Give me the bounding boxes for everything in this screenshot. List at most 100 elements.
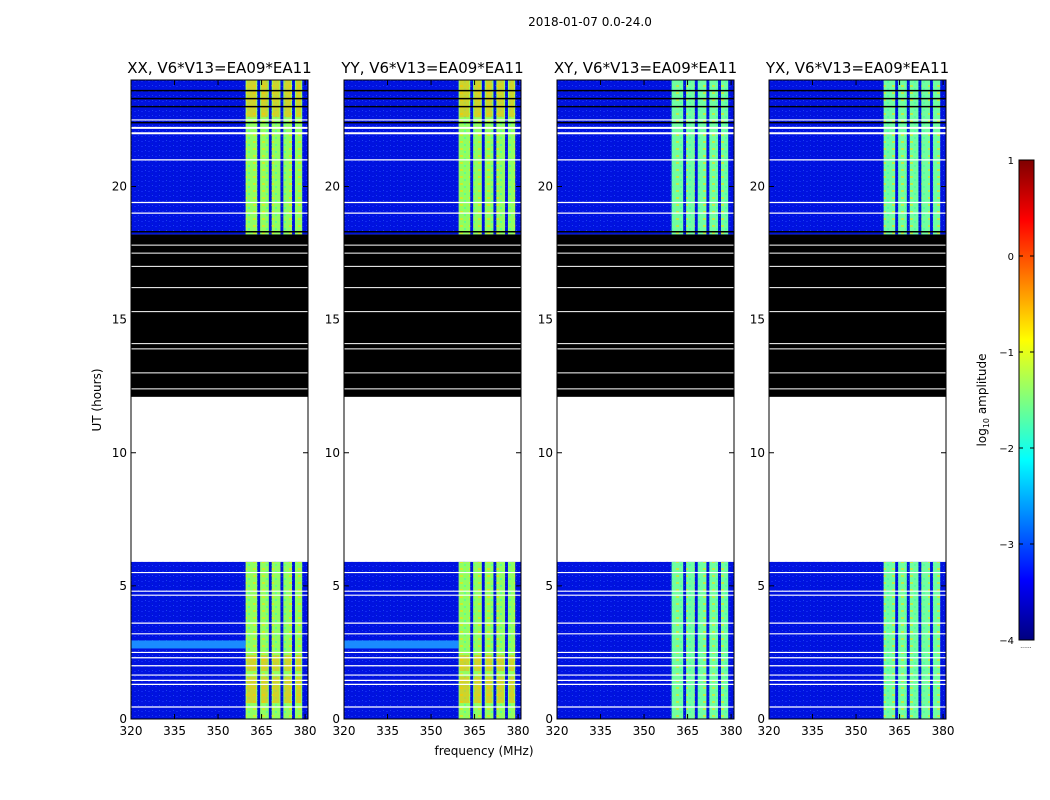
y-tick-label: 5 bbox=[757, 579, 765, 593]
x-tick-label: 380 bbox=[294, 724, 317, 738]
bright-subband-texture bbox=[932, 561, 941, 719]
y-tick-label: 20 bbox=[325, 180, 340, 194]
y-tick-label: 15 bbox=[325, 313, 340, 327]
bright-subband-texture bbox=[909, 561, 919, 719]
x-tick-label: 380 bbox=[507, 724, 530, 738]
y-tick-label: 20 bbox=[538, 180, 553, 194]
bright-subband-texture bbox=[507, 80, 516, 235]
data-block-noise bbox=[557, 80, 734, 235]
x-tick-label: 320 bbox=[120, 724, 143, 738]
colorbar-tick-label: −4 bbox=[999, 636, 1014, 647]
y-tick-label: 5 bbox=[119, 579, 127, 593]
figure-title: 2018-01-07 0.0-24.0 bbox=[528, 15, 652, 29]
panel-frame bbox=[556, 79, 735, 720]
bright-subband-texture bbox=[283, 561, 293, 719]
y-tick-label: 20 bbox=[112, 180, 127, 194]
bright-subband-texture bbox=[697, 80, 707, 235]
panel-title: XX, V6*V13=EA09*EA11 bbox=[127, 59, 311, 77]
bright-subband-texture bbox=[709, 80, 719, 235]
bright-subband-texture bbox=[883, 561, 896, 719]
bright-subband-texture bbox=[921, 561, 931, 719]
hot-patch bbox=[246, 655, 257, 672]
bright-subband-texture bbox=[909, 80, 919, 235]
hot-patch bbox=[485, 655, 493, 672]
colorbar-tick-label: 1 bbox=[1008, 156, 1014, 167]
hot-patch bbox=[261, 655, 268, 672]
panel-yy: YY, V6*V13=EA09*EA11 320 335 350 365 380 0 5 10 1… bbox=[325, 59, 530, 738]
panel-title: YX, V6*V13=EA09*EA11 bbox=[765, 59, 949, 77]
hot-patch bbox=[459, 676, 470, 704]
y-axis-label: UT (hours) bbox=[90, 368, 104, 431]
y-tick-label: 0 bbox=[757, 712, 765, 726]
hot-patch bbox=[485, 676, 493, 704]
y-tick-label: 10 bbox=[538, 446, 553, 460]
y-tick-label: 20 bbox=[750, 180, 765, 194]
colorbar-label-sub: 10 bbox=[982, 418, 991, 428]
rfi-band bbox=[344, 640, 459, 649]
x-tick-label: 380 bbox=[932, 724, 955, 738]
flagged-region bbox=[344, 234, 521, 397]
bright-subband-texture bbox=[898, 561, 907, 719]
hot-patch bbox=[474, 676, 481, 704]
bright-subband-texture bbox=[473, 561, 482, 719]
flagged-region bbox=[769, 234, 946, 397]
panel-xy: XY, V6*V13=EA09*EA11 320 335 350 365 380 0 5 10 1… bbox=[538, 59, 743, 738]
bright-subband-texture bbox=[671, 561, 684, 719]
y-tick-label: 15 bbox=[750, 313, 765, 327]
hot-patch bbox=[497, 655, 505, 672]
bright-subband-texture bbox=[686, 80, 695, 235]
bright-subband-texture bbox=[720, 80, 729, 235]
hot-patch bbox=[508, 655, 515, 672]
bright-subband-texture bbox=[245, 561, 258, 719]
bright-subband-texture bbox=[720, 561, 729, 719]
colorbar-gradient bbox=[1018, 159, 1035, 641]
hot-patch bbox=[474, 655, 481, 672]
x-tick-label: 335 bbox=[163, 724, 186, 738]
y-tick-label: 10 bbox=[325, 446, 340, 460]
y-tick-label: 5 bbox=[545, 579, 553, 593]
y-tick-label: 0 bbox=[545, 712, 553, 726]
panel-frame bbox=[343, 79, 522, 720]
x-tick-label: 350 bbox=[633, 724, 656, 738]
bright-subband-texture bbox=[458, 80, 471, 235]
colorbar: 10−1−2−3−4 log10 amplitude ...... bbox=[975, 156, 1035, 650]
colorbar-tick-label: −3 bbox=[999, 540, 1014, 551]
bright-subband-texture bbox=[283, 80, 293, 235]
x-tick-label: 335 bbox=[589, 724, 612, 738]
bright-subband-texture bbox=[458, 561, 471, 719]
rfi-band bbox=[131, 640, 246, 649]
x-tick-label: 365 bbox=[250, 724, 273, 738]
hot-patch bbox=[272, 655, 280, 672]
hot-patch bbox=[508, 676, 515, 704]
x-tick-label: 365 bbox=[463, 724, 486, 738]
colorbar-ticks: 1 0 −1 −2 −3 −4 bbox=[999, 156, 1034, 647]
x-tick-label: 350 bbox=[207, 724, 230, 738]
hot-patch bbox=[295, 655, 302, 672]
bright-subband-texture bbox=[686, 561, 695, 719]
bright-subband-texture bbox=[294, 561, 303, 719]
panel-frame bbox=[768, 79, 947, 720]
y-tick-label: 10 bbox=[750, 446, 765, 460]
bright-subband-texture bbox=[473, 80, 482, 235]
x-tick-label: 350 bbox=[845, 724, 868, 738]
panel-title: XY, V6*V13=EA09*EA11 bbox=[554, 59, 737, 77]
hot-patch bbox=[272, 676, 280, 704]
bright-subband-texture bbox=[260, 80, 269, 235]
x-tick-label: 365 bbox=[676, 724, 699, 738]
bright-subband-texture bbox=[697, 561, 707, 719]
bright-subband-texture bbox=[709, 561, 719, 719]
bright-subband-texture bbox=[507, 561, 516, 719]
colorbar-label-rest: amplitude bbox=[975, 354, 989, 418]
x-tick-label: 335 bbox=[801, 724, 824, 738]
panel-frame bbox=[130, 79, 309, 720]
hot-patch bbox=[261, 676, 268, 704]
panel-title: YY, V6*V13=EA09*EA11 bbox=[340, 59, 523, 77]
x-tick-label: 320 bbox=[333, 724, 356, 738]
y-tick-label: 15 bbox=[112, 313, 127, 327]
bright-subband-texture bbox=[883, 80, 896, 235]
y-tick-label: 0 bbox=[119, 712, 127, 726]
bright-subband-texture bbox=[271, 80, 281, 235]
hot-patch bbox=[246, 676, 257, 704]
colorbar-label-log: log bbox=[975, 428, 989, 446]
